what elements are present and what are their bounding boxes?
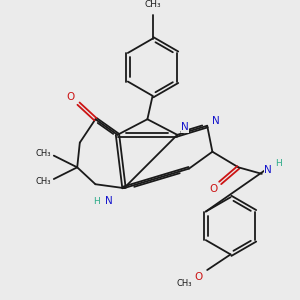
Text: CH₃: CH₃ — [176, 278, 191, 287]
Text: O: O — [67, 92, 75, 102]
Text: O: O — [210, 184, 218, 194]
Text: CH₃: CH₃ — [144, 0, 161, 9]
Text: CH₃: CH₃ — [36, 177, 51, 186]
Text: H: H — [93, 196, 100, 206]
Text: N: N — [264, 165, 272, 175]
Text: N: N — [212, 116, 220, 125]
Text: N: N — [104, 196, 112, 206]
Text: H: H — [275, 159, 282, 168]
Text: O: O — [194, 272, 202, 281]
Text: N: N — [181, 122, 189, 132]
Text: CH₃: CH₃ — [36, 148, 51, 158]
